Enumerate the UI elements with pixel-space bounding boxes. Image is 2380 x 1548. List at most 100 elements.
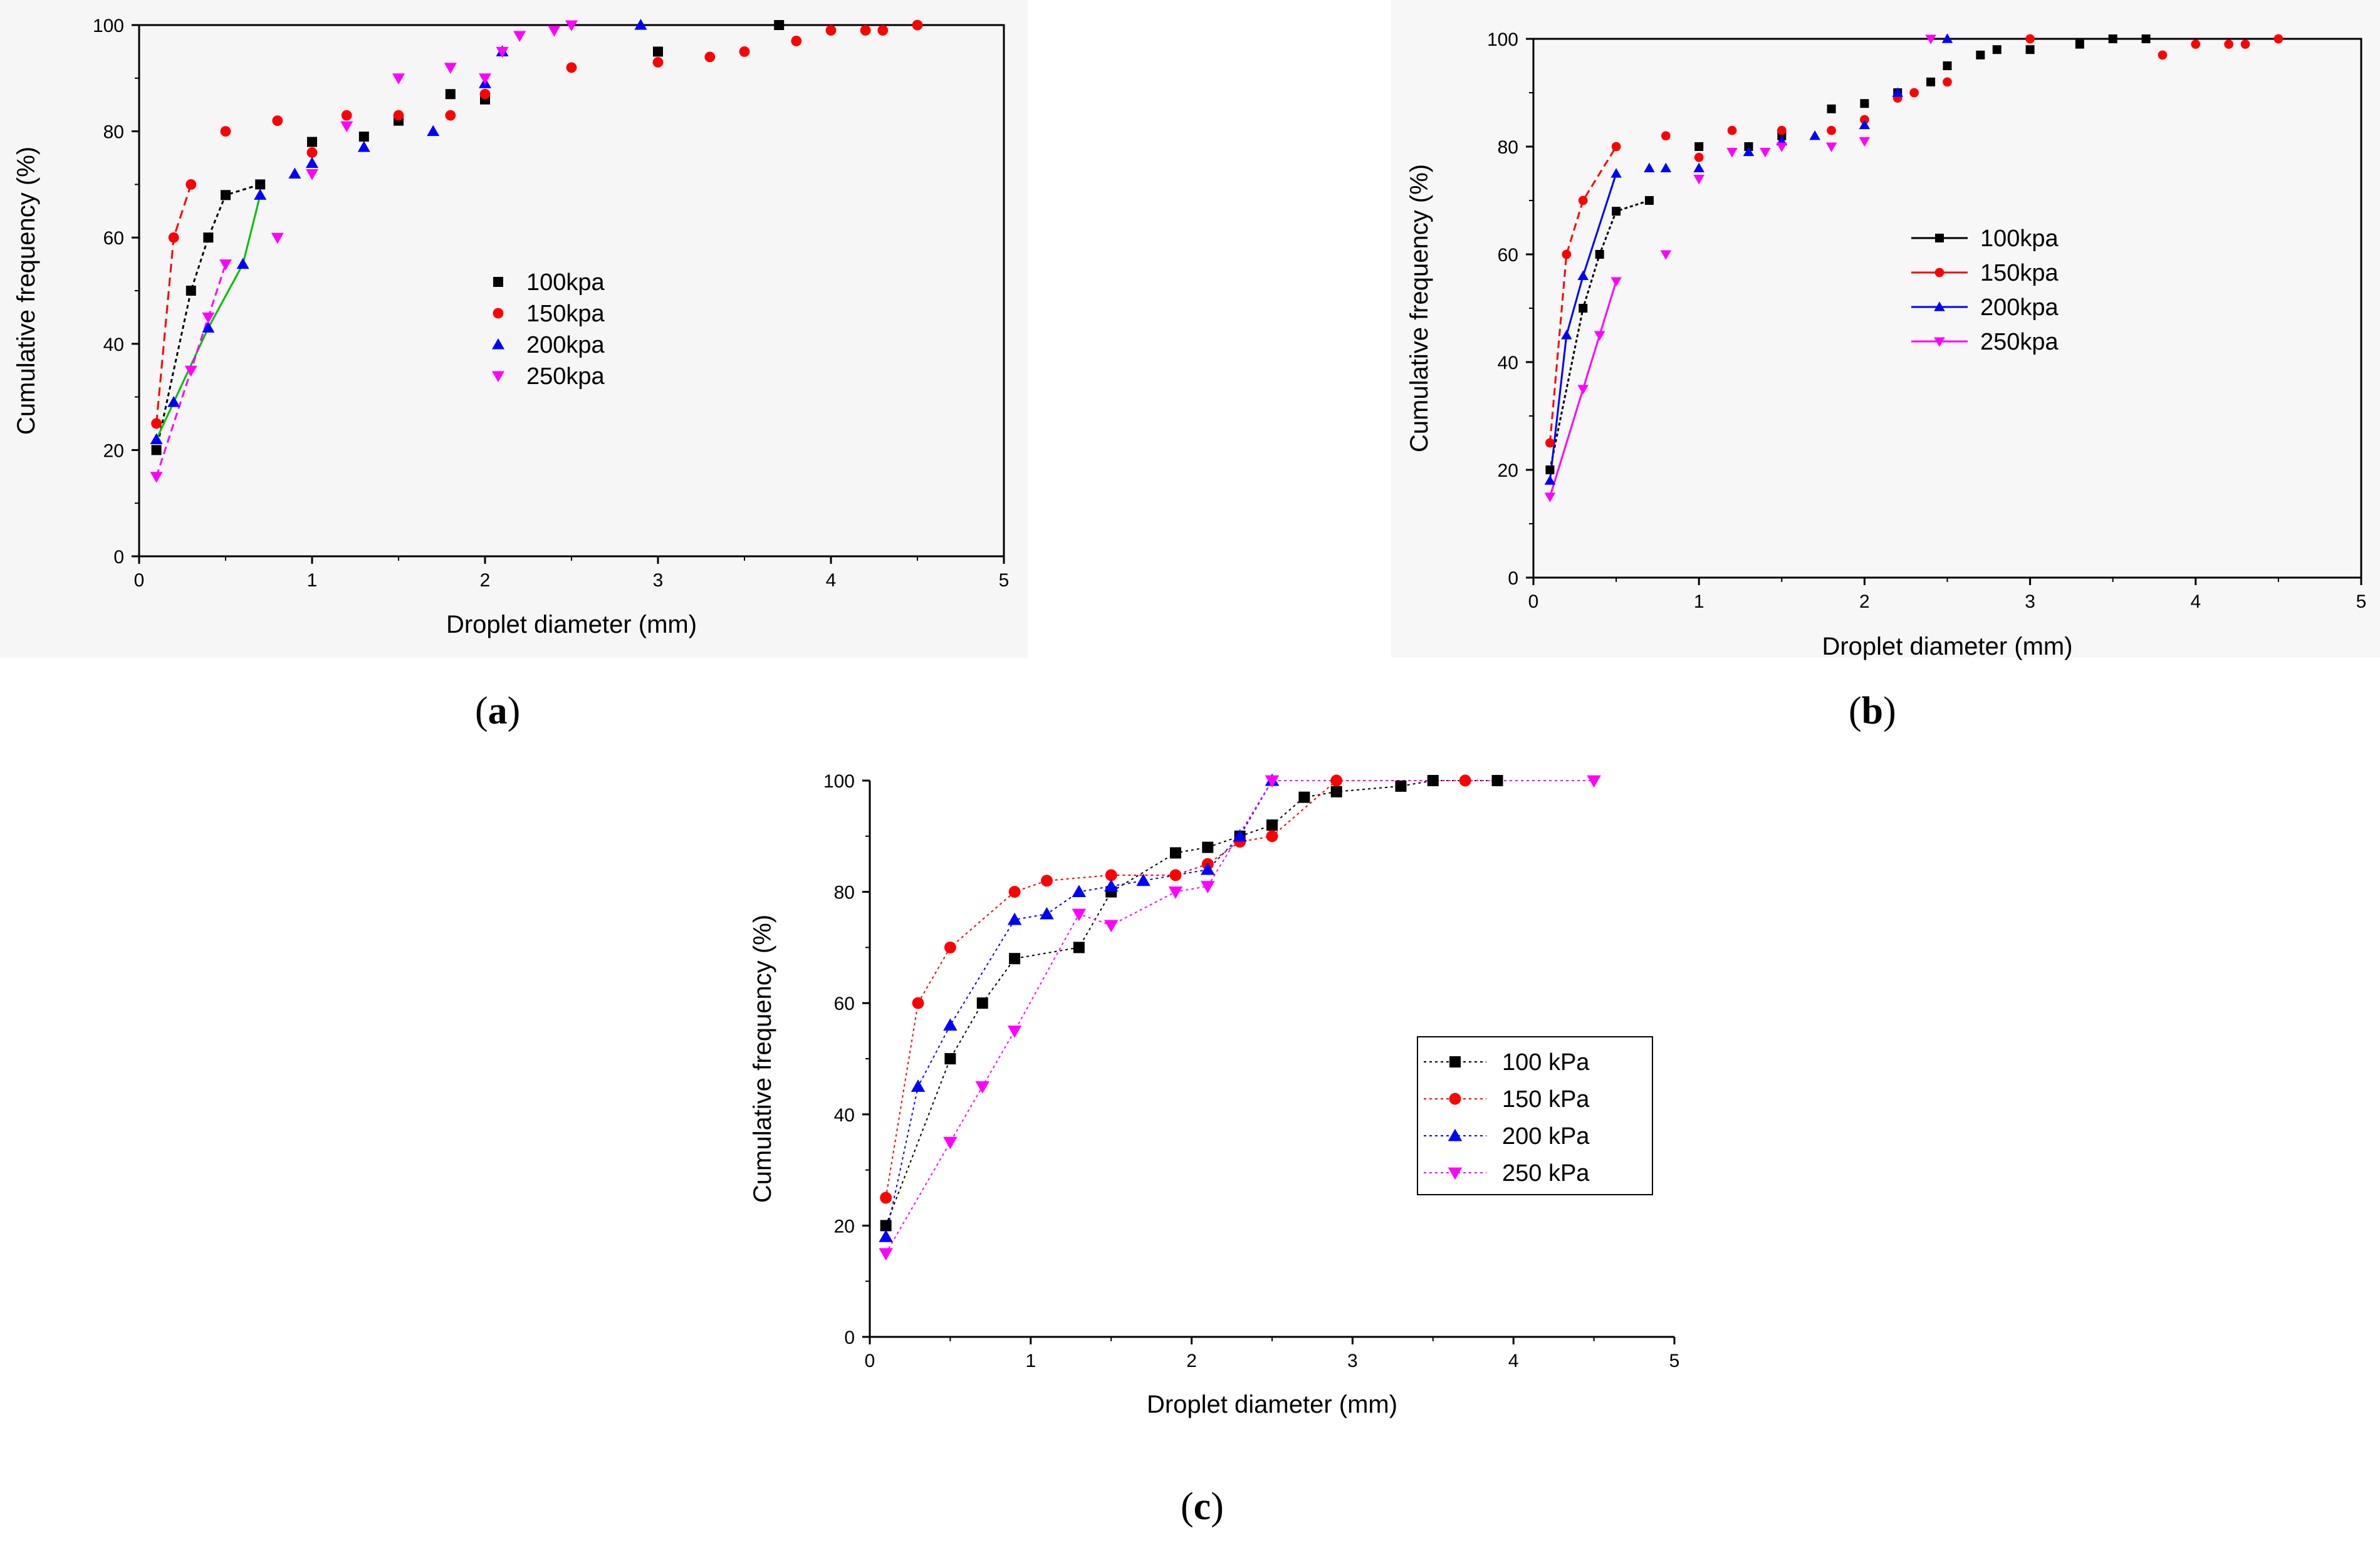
data-point-series-3 xyxy=(1644,162,1655,172)
data-point-series-3 xyxy=(1743,146,1755,157)
data-point-series-3 xyxy=(288,167,301,179)
data-point-series-2 xyxy=(1105,869,1117,881)
data-point-series-2 xyxy=(2025,34,2035,44)
y-axis-title: Cumulative frequency (%) xyxy=(1406,164,1433,452)
data-point-series-4 xyxy=(1072,908,1087,922)
data-point-series-4 xyxy=(1168,886,1183,899)
data-point-series-2 xyxy=(912,19,923,31)
data-point-series-4 xyxy=(943,1136,958,1150)
legend-label: 200kpa xyxy=(1980,294,2059,321)
data-point-series-1 xyxy=(1330,786,1342,797)
chart-background xyxy=(1391,0,2380,658)
x-tick-label: 1 xyxy=(1025,1351,1036,1371)
data-point-series-3 xyxy=(236,257,249,269)
data-point-series-1 xyxy=(976,997,988,1009)
data-point-series-1 xyxy=(1992,45,2002,55)
data-point-series-1 xyxy=(1202,841,1214,853)
series-line-1 xyxy=(885,780,1498,1226)
panel-label-a: (a) xyxy=(475,690,521,732)
series-line-3 xyxy=(885,780,1273,1237)
data-point-series-1 xyxy=(1694,142,1704,151)
data-point-series-1 xyxy=(1579,304,1588,313)
data-point-series-4 xyxy=(1544,492,1556,502)
data-point-series-3 xyxy=(427,125,440,137)
data-point-series-4 xyxy=(306,169,318,180)
data-point-series-3 xyxy=(1941,33,1953,43)
x-tick-label: 5 xyxy=(2356,591,2367,612)
data-point-series-2 xyxy=(912,997,924,1009)
data-point-series-2 xyxy=(479,88,491,100)
data-point-series-1 xyxy=(1612,207,1621,216)
data-point-series-3 xyxy=(1693,162,1704,172)
y-tick-label: 40 xyxy=(834,1105,855,1126)
panel-label-c-letter: c xyxy=(1193,1485,1211,1528)
panel-label-c: (c) xyxy=(1181,1485,1224,1528)
legend-marker xyxy=(1448,1167,1463,1180)
legend-label: 200kpa xyxy=(526,332,605,358)
chart-a-svg: 0 1 2 3 4 5 0 20 40 60 80 100 Droplet diameter (mm) C… xyxy=(0,0,1028,658)
data-point-series-2 xyxy=(652,56,664,68)
data-point-series-3 xyxy=(911,1079,926,1092)
data-point-series-3 xyxy=(306,157,318,168)
y-tick-label: 20 xyxy=(1498,460,1518,481)
data-point-series-3 xyxy=(1577,270,1589,280)
data-point-series-3 xyxy=(1892,87,1903,97)
data-point-series-1 xyxy=(2025,45,2035,55)
data-point-series-4 xyxy=(1693,175,1704,185)
data-point-series-2 xyxy=(2158,50,2168,60)
data-point-series-3 xyxy=(202,321,215,333)
data-point-series-2 xyxy=(1611,142,1621,152)
x-tick-label: 3 xyxy=(1347,1351,1358,1371)
data-point-series-3 xyxy=(1104,879,1119,892)
y-tick-label: 80 xyxy=(1498,137,1518,158)
legend-marker xyxy=(1448,1128,1463,1141)
data-point-series-3 xyxy=(1544,475,1556,485)
legend-label: 100kpa xyxy=(1980,226,2059,252)
data-point-series-2 xyxy=(1041,875,1053,887)
data-point-series-3 xyxy=(254,189,267,200)
data-point-series-2 xyxy=(791,36,802,46)
data-point-series-4 xyxy=(1776,142,1788,152)
data-point-series-3 xyxy=(167,396,180,407)
data-point-series-1 xyxy=(1976,50,1985,60)
data-point-series-2 xyxy=(944,941,956,953)
data-point-series-4 xyxy=(879,1248,893,1261)
x-axis-title: Droplet diameter (mm) xyxy=(1147,1391,1397,1418)
legend-label: 250 kPa xyxy=(1502,1160,1590,1187)
legend-marker xyxy=(1935,234,1944,242)
data-point-series-2 xyxy=(2240,39,2250,49)
data-point-series-1 xyxy=(151,445,162,455)
chart-panel-a: 0 1 2 3 4 5 0 20 40 60 80 100 Droplet diameter (mm) C… xyxy=(0,0,1028,677)
data-point-series-1 xyxy=(653,46,663,57)
data-point-series-1 xyxy=(1395,780,1407,792)
data-point-series-4 xyxy=(1726,148,1738,158)
series-line-2 xyxy=(1548,146,1617,444)
data-point-series-1 xyxy=(1926,77,1936,86)
y-tick-label: 80 xyxy=(103,122,124,143)
series-line-1 xyxy=(155,183,261,450)
data-point-series-2 xyxy=(1330,774,1343,787)
data-point-series-3 xyxy=(943,1018,958,1031)
legend-marker xyxy=(1934,268,1944,278)
data-point-series-4 xyxy=(975,1081,990,1094)
data-point-series-4 xyxy=(1760,148,1771,158)
data-point-series-1 xyxy=(1827,104,1836,113)
data-point-series-1 xyxy=(1545,465,1555,474)
y-tick-label: 20 xyxy=(103,440,124,461)
y-tick-label: 60 xyxy=(834,994,855,1014)
data-point-series-3 xyxy=(634,19,647,30)
y-axis-title: Cumulative frequency (%) xyxy=(749,915,776,1203)
data-point-series-2 xyxy=(1266,830,1278,843)
series-line-4 xyxy=(1548,281,1617,497)
data-point-series-1 xyxy=(203,232,214,243)
data-point-series-2 xyxy=(825,25,837,36)
legend-marker xyxy=(1449,1056,1461,1067)
panel-label-b-letter: b xyxy=(1861,690,1884,732)
x-axis-title: Droplet diameter (mm) xyxy=(446,611,697,638)
data-point-series-2 xyxy=(1727,125,1737,135)
y-tick-label: 60 xyxy=(103,228,124,249)
data-point-series-4 xyxy=(202,312,215,324)
data-point-series-2 xyxy=(1777,125,1787,135)
data-point-series-2 xyxy=(1827,125,1836,135)
y-tick-label: 80 xyxy=(834,883,855,903)
